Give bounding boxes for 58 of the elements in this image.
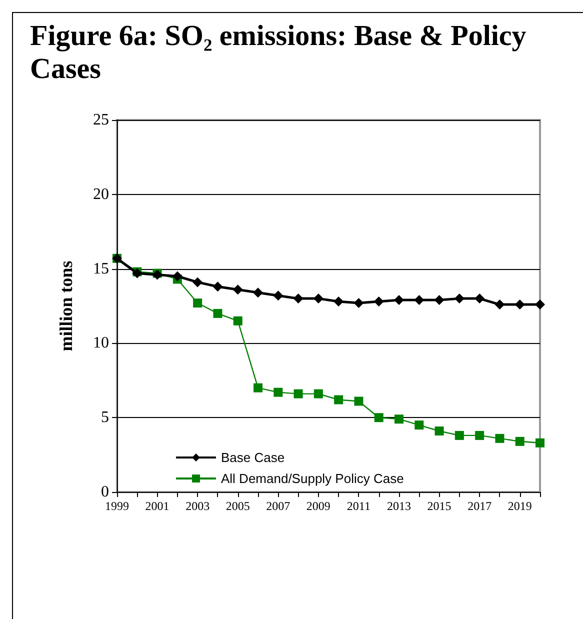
x-tick-label: 2007 bbox=[266, 499, 290, 513]
point bbox=[414, 420, 424, 430]
point bbox=[354, 298, 364, 308]
x-tick-label: 2015 bbox=[427, 499, 452, 513]
point bbox=[334, 296, 344, 307]
point bbox=[293, 294, 304, 304]
point bbox=[394, 295, 404, 306]
x-tick-label: 2017 bbox=[468, 499, 492, 513]
point bbox=[254, 383, 262, 392]
point bbox=[233, 316, 242, 326]
x-tick-label: 2009 bbox=[306, 499, 330, 513]
point bbox=[314, 389, 323, 398]
point bbox=[232, 284, 243, 295]
x-tick-label: 2003 bbox=[186, 499, 210, 513]
point bbox=[514, 300, 525, 310]
point bbox=[374, 296, 384, 307]
legend-label: All Demand/Supply Policy Case bbox=[221, 471, 404, 486]
point bbox=[193, 298, 202, 308]
point bbox=[172, 271, 182, 282]
y-axis-title: million tons bbox=[56, 260, 76, 352]
point bbox=[414, 295, 424, 306]
y-tick-label: 15 bbox=[93, 260, 109, 278]
point bbox=[434, 295, 444, 306]
point bbox=[474, 294, 485, 304]
chart-title: Figure 6a: SO₂ emissions: Base & Policy Cases bbox=[30, 20, 528, 86]
point bbox=[475, 430, 484, 440]
point bbox=[354, 396, 364, 406]
legend-label: Base Case bbox=[221, 450, 285, 465]
point bbox=[313, 294, 324, 304]
point bbox=[213, 308, 222, 318]
point bbox=[374, 413, 384, 422]
point bbox=[294, 389, 303, 398]
point bbox=[495, 434, 504, 443]
point bbox=[334, 395, 344, 404]
y-tick-label: 10 bbox=[93, 334, 109, 352]
point bbox=[253, 288, 263, 298]
point bbox=[274, 388, 283, 397]
x-tick-label: 2001 bbox=[145, 499, 170, 513]
point bbox=[273, 290, 284, 301]
y-tick-label: 20 bbox=[93, 186, 109, 203]
x-tick-label: 1999 bbox=[105, 499, 129, 513]
point bbox=[494, 300, 505, 310]
x-tick-label: 2005 bbox=[226, 499, 250, 513]
y-tick-label: 25 bbox=[93, 112, 109, 128]
x-tick-label: 2011 bbox=[346, 499, 370, 513]
y-tick-label: 5 bbox=[101, 409, 109, 426]
point bbox=[394, 414, 404, 424]
point bbox=[535, 300, 545, 310]
x-tick-label: 2019 bbox=[508, 499, 532, 513]
point bbox=[536, 438, 544, 448]
point bbox=[515, 436, 524, 446]
x-tick-label: 2013 bbox=[387, 499, 411, 513]
point bbox=[192, 277, 203, 288]
point bbox=[434, 426, 444, 436]
point bbox=[454, 294, 464, 304]
y-tick-label: 0 bbox=[101, 484, 109, 500]
point bbox=[212, 282, 223, 292]
point bbox=[454, 430, 464, 440]
